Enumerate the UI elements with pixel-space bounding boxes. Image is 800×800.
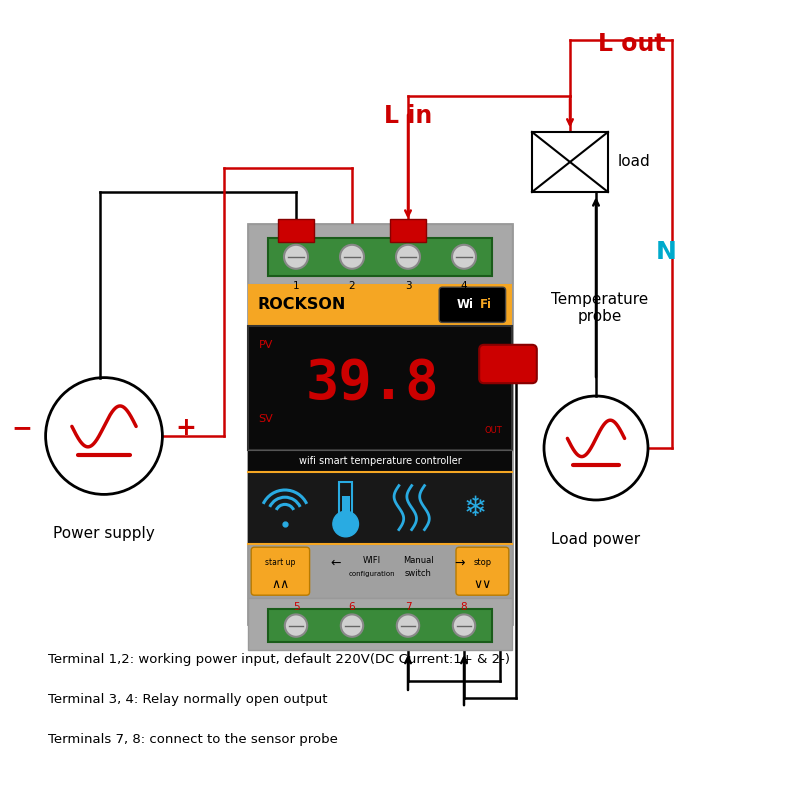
Bar (248, 326, 512, 450)
Bar (248, 284, 512, 326)
Circle shape (340, 245, 364, 269)
Bar (248, 224, 512, 624)
Bar (248, 450, 512, 472)
Circle shape (397, 614, 419, 637)
Text: switch: switch (405, 570, 432, 578)
Text: °C: °C (494, 359, 513, 374)
Bar (278, 219, 314, 242)
Bar (390, 219, 426, 242)
Text: ❄: ❄ (463, 494, 486, 522)
Text: L in: L in (384, 104, 432, 128)
Text: −: − (12, 416, 33, 440)
Text: N: N (656, 240, 677, 264)
Text: Wi: Wi (457, 298, 474, 311)
Text: ∨∨: ∨∨ (474, 578, 491, 590)
Text: 5: 5 (293, 602, 299, 612)
Text: Terminal 1,2: working power input, default 220V(DC Current:1+ & 2-): Terminal 1,2: working power input, defau… (48, 654, 510, 666)
Text: WIFI: WIFI (363, 556, 381, 565)
FancyBboxPatch shape (251, 547, 310, 595)
FancyBboxPatch shape (439, 287, 506, 322)
Circle shape (285, 614, 307, 637)
Text: 6: 6 (349, 602, 355, 612)
Bar (248, 598, 512, 650)
Text: +: + (175, 416, 196, 440)
Text: SV: SV (258, 414, 273, 424)
Text: Fi: Fi (480, 298, 492, 311)
Bar (248, 544, 512, 598)
Text: 1: 1 (293, 281, 299, 290)
Bar (248, 472, 512, 544)
Bar (339, 482, 352, 520)
Text: ←: ← (330, 557, 342, 570)
Text: wifi smart temperature controller: wifi smart temperature controller (298, 456, 462, 466)
Circle shape (341, 614, 363, 637)
Text: Temperature
probe: Temperature probe (551, 291, 649, 324)
Text: 2: 2 (349, 281, 355, 290)
Bar (268, 609, 492, 642)
FancyBboxPatch shape (456, 547, 509, 595)
Text: load: load (618, 154, 650, 170)
Circle shape (333, 511, 358, 537)
Text: Power supply: Power supply (53, 526, 155, 542)
Text: →: → (454, 557, 466, 570)
Text: 8: 8 (461, 602, 467, 612)
Text: L out: L out (598, 32, 666, 56)
Bar (248, 224, 512, 284)
Text: start up: start up (266, 558, 295, 567)
Text: Terminals 7, 8: connect to the sensor probe: Terminals 7, 8: connect to the sensor pr… (48, 734, 338, 746)
Circle shape (452, 245, 476, 269)
Text: OUT: OUT (485, 426, 502, 435)
Text: 4: 4 (461, 281, 467, 290)
Text: Load power: Load power (551, 532, 641, 547)
Text: ∧∧: ∧∧ (271, 578, 290, 590)
Text: 3: 3 (405, 281, 411, 290)
FancyBboxPatch shape (479, 345, 537, 383)
Text: 7: 7 (405, 602, 411, 612)
Circle shape (453, 614, 475, 637)
Circle shape (284, 245, 308, 269)
Bar (532, 132, 608, 192)
Circle shape (396, 245, 420, 269)
Text: PV: PV (258, 340, 273, 350)
Text: 39.8: 39.8 (306, 356, 439, 409)
Text: stop: stop (474, 558, 491, 567)
Bar (342, 496, 350, 520)
Text: Terminal 3, 4: Relay normally open output: Terminal 3, 4: Relay normally open outpu… (48, 694, 327, 706)
Text: Manual: Manual (403, 556, 434, 565)
Text: ROCKSON: ROCKSON (258, 298, 346, 312)
Text: configuration: configuration (349, 571, 395, 577)
Bar (268, 238, 492, 276)
